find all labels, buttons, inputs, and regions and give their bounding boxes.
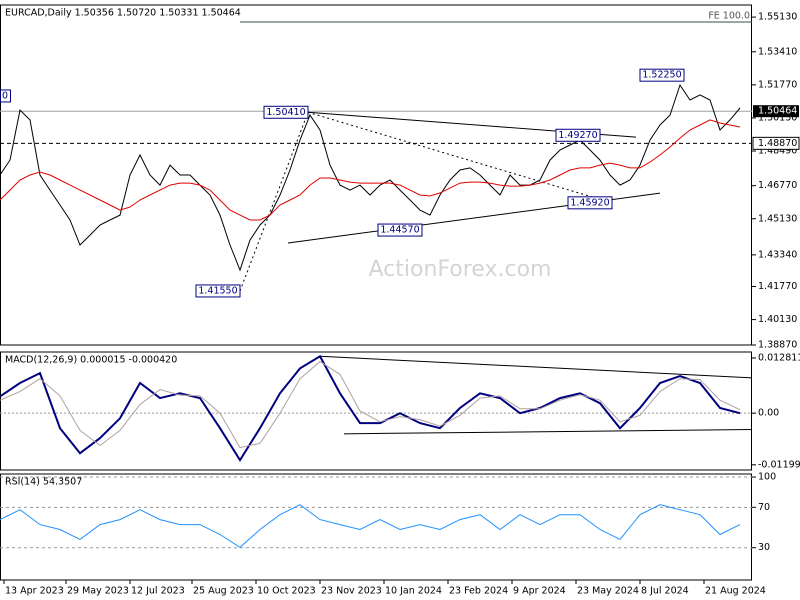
y-tick-label: 1.50130 <box>758 112 797 123</box>
y-tick-label: 1.46770 <box>758 180 797 191</box>
series-line <box>0 360 741 449</box>
pivot-label: 1.41550 <box>198 285 237 296</box>
trendline <box>239 112 309 292</box>
level-label-box <box>752 136 800 150</box>
series-line <box>0 83 741 272</box>
panel-frame <box>0 473 752 581</box>
y-tick-label: 70 <box>758 502 770 513</box>
panel-title: MACD(12,26,9) 0.000015 -0.000420 <box>5 355 177 366</box>
y-tick-label: -0.011993 <box>758 459 800 470</box>
x-tick-label: 10 Oct 2023 <box>257 586 316 597</box>
y-tick-label: 1.41770 <box>758 281 797 292</box>
x-tick-label: 23 Nov 2023 <box>321 586 382 597</box>
x-tick-label: 13 Apr 2023 <box>5 586 64 597</box>
y-tick-label: 1.43340 <box>758 249 797 260</box>
pivot-label-box <box>567 196 613 210</box>
level-label-box <box>0 89 11 103</box>
y-tick-label: 1.45130 <box>758 213 797 224</box>
pivot-label-box <box>555 128 601 142</box>
y-tick-label: 1.48490 <box>758 146 797 157</box>
panel-frame <box>0 351 752 471</box>
fe-label: FE 100.0 <box>708 10 750 21</box>
series-line <box>0 354 741 462</box>
pivot-label-box <box>195 284 241 298</box>
x-tick-label: 23 Feb 2024 <box>449 586 508 597</box>
pivot-label: 1.44570 <box>380 225 419 236</box>
x-tick-label: 10 Jan 2024 <box>385 586 442 597</box>
pivot-label: 1.45920 <box>570 197 609 208</box>
x-tick-label: 25 Aug 2023 <box>193 586 254 597</box>
panel-title: EURCAD,Daily 1.50356 1.50720 1.50331 1.5… <box>5 8 241 19</box>
series-line <box>0 504 741 549</box>
y-tick-label: 30 <box>758 542 770 553</box>
pivot-label-box <box>639 68 685 82</box>
pivot-label: 1.50410 <box>266 107 305 118</box>
pivot-label-box <box>377 223 423 237</box>
x-tick-label: 23 May 2024 <box>577 586 639 597</box>
y-tick-label: 1.51770 <box>758 79 797 90</box>
pivot-label-box <box>263 105 309 119</box>
price-label: 1.50464 <box>758 106 797 117</box>
x-tick-label: 9 Apr 2024 <box>513 586 566 597</box>
pivot-label: 1.49270 <box>558 130 597 141</box>
panel-title: RSI(14) 54.3507 <box>5 477 82 488</box>
series-line <box>0 119 741 221</box>
level-label: 1.48870 <box>758 138 797 149</box>
price-label-box <box>753 105 799 118</box>
level-label: 0 <box>2 90 8 101</box>
y-tick-label: 100 <box>758 472 776 483</box>
y-tick-label: 1.55130 <box>758 12 797 23</box>
y-tick-label: 1.38870 <box>758 340 797 351</box>
y-tick-label: 1.53410 <box>758 46 797 57</box>
trendline <box>343 429 753 435</box>
x-tick-label: 21 Aug 2024 <box>705 586 766 597</box>
y-tick-label: 1.40130 <box>758 314 797 325</box>
y-tick-label: 0.012811 <box>758 352 800 363</box>
trendline <box>319 355 753 379</box>
pivot-label: 1.52250 <box>642 70 681 81</box>
x-tick-label: 12 Jul 2023 <box>131 586 185 597</box>
watermark: ActionForex.com <box>369 257 552 282</box>
x-tick-label: 8 Jul 2024 <box>641 586 689 597</box>
x-tick-label: 29 May 2023 <box>67 586 129 597</box>
y-tick-label: 0.00 <box>758 408 779 419</box>
